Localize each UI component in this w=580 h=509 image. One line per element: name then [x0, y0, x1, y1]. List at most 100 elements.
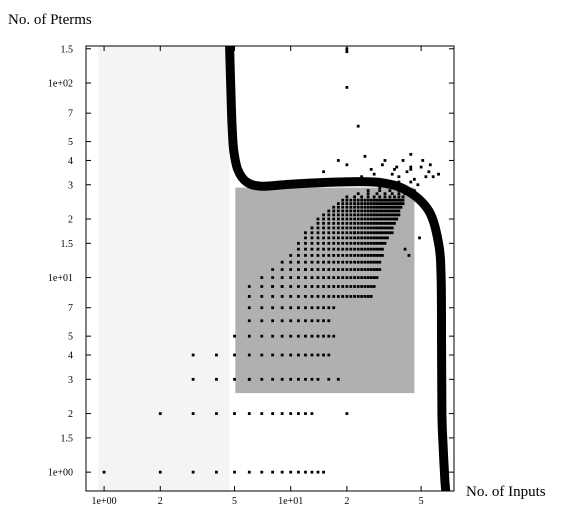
y-tick-label: 3 [68, 375, 73, 386]
data-point [360, 202, 364, 206]
data-point [304, 470, 307, 474]
data-point [360, 226, 364, 230]
data-point [366, 221, 370, 225]
data-point [356, 268, 360, 271]
data-point [372, 198, 376, 202]
data-point [372, 236, 376, 240]
data-point [310, 247, 314, 251]
data-point [360, 209, 364, 213]
data-point [353, 195, 356, 199]
data-point [375, 268, 379, 271]
data-point [289, 285, 293, 288]
data-point [427, 170, 431, 174]
data-point [322, 319, 325, 323]
data-point [369, 221, 373, 225]
boundary-curve [225, 46, 451, 491]
data-point [356, 226, 360, 230]
data-point [332, 231, 336, 235]
data-point [233, 353, 236, 357]
data-point [383, 205, 387, 209]
data-point [353, 268, 356, 271]
data-point [332, 334, 336, 338]
data-point [363, 236, 367, 240]
data-point [345, 254, 349, 257]
data-point [383, 159, 387, 162]
data-point [233, 377, 236, 381]
data-point [271, 285, 275, 288]
data-point [332, 205, 336, 209]
data-point [289, 319, 293, 323]
curve-layer [225, 46, 451, 491]
data-point [345, 241, 349, 245]
data-point [322, 236, 325, 240]
data-point [360, 217, 364, 221]
data-point [341, 268, 345, 271]
data-point [327, 353, 331, 357]
data-point [395, 209, 399, 213]
data-point [271, 334, 275, 338]
data-point [341, 276, 345, 279]
data-point [378, 247, 382, 251]
data-point [336, 377, 340, 381]
data-point [356, 241, 360, 245]
data-point [372, 195, 376, 199]
data-point [366, 213, 370, 217]
data-point [363, 276, 367, 279]
data-point [289, 470, 293, 474]
data-point [428, 163, 432, 167]
data-point [363, 254, 367, 257]
data-point [280, 319, 284, 323]
data-point [424, 175, 428, 179]
data-point [366, 241, 370, 245]
data-point [421, 159, 425, 162]
data-point [310, 231, 314, 235]
data-point [401, 159, 405, 162]
data-point [332, 260, 336, 264]
data-point [289, 276, 293, 279]
data-point [375, 231, 379, 235]
data-point [289, 377, 293, 381]
data-point [260, 470, 264, 474]
data-point [372, 226, 376, 230]
data-point [158, 470, 162, 474]
y-tick-label: 5 [68, 137, 73, 148]
data-point [360, 231, 364, 235]
data-point [327, 306, 331, 310]
data-point [322, 268, 325, 271]
data-point [375, 192, 379, 196]
data-point [215, 353, 218, 357]
data-point [366, 231, 370, 235]
data-point [360, 175, 364, 179]
data-point [390, 172, 394, 176]
data-point [332, 276, 336, 279]
data-point [297, 377, 300, 381]
data-point [349, 276, 353, 279]
data-point [378, 213, 382, 217]
data-point [381, 205, 384, 209]
data-point [366, 198, 370, 202]
data-point [289, 268, 293, 271]
data-point [369, 205, 373, 209]
data-point [271, 470, 275, 474]
data-point [353, 202, 356, 206]
data-point [366, 247, 370, 251]
data-point [383, 217, 387, 221]
data-point [345, 198, 349, 202]
data-point [341, 226, 345, 230]
data-point [393, 195, 396, 199]
data-point [378, 186, 382, 190]
data-point [332, 236, 336, 240]
data-point [233, 412, 236, 415]
data-point [310, 377, 314, 381]
data-point [345, 209, 349, 213]
data-point [381, 213, 384, 217]
data-point [345, 217, 349, 221]
data-point [431, 175, 435, 179]
data-point [158, 412, 162, 415]
data-point [386, 231, 389, 235]
data-point [316, 377, 320, 381]
data-point [297, 334, 300, 338]
data-point [381, 247, 384, 251]
data-point [393, 202, 396, 206]
data-point [349, 209, 353, 213]
